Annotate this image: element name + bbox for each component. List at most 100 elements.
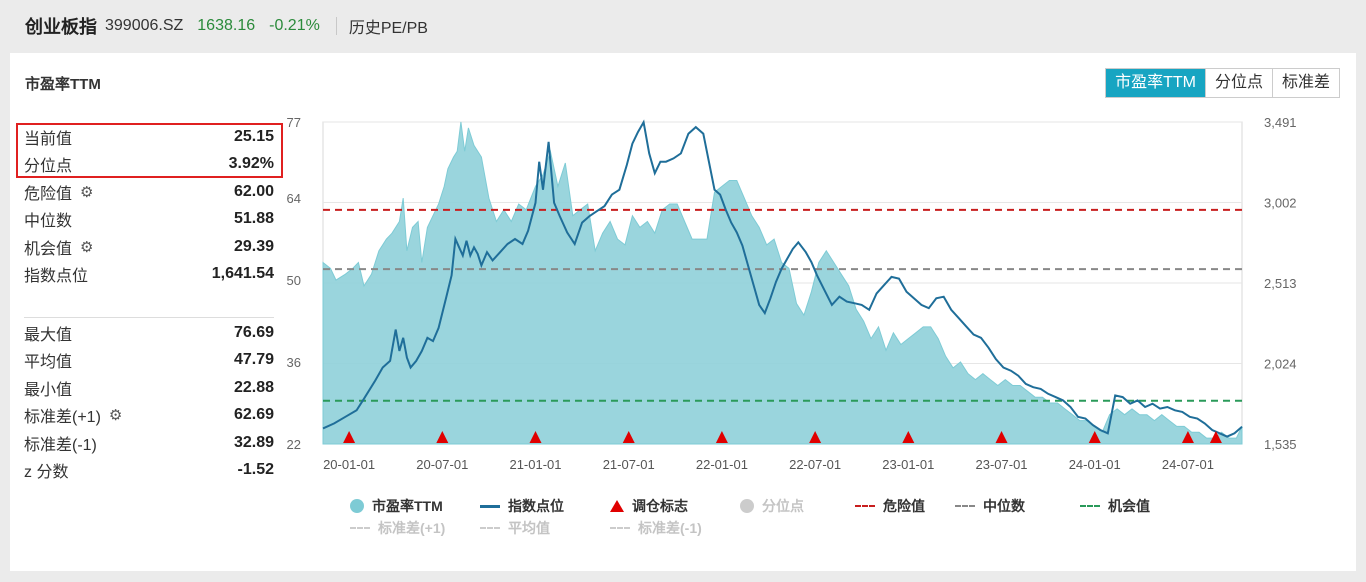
- stat-label: 分位点: [24, 158, 73, 176]
- stat-value: 32.89: [233, 433, 274, 451]
- stat-label: 中位数: [24, 213, 73, 231]
- chart-legend: 市盈率TTM 指数点位 调仓标志 分位点 危险值 中位数 机会值 标准差(+1) 平均值 标准差…: [350, 495, 1250, 539]
- stat-max: 最大值 76.69: [24, 319, 274, 347]
- stat-percentile: 分位点 3.92%: [24, 151, 274, 179]
- legend-swatch: [480, 527, 500, 529]
- gear-icon[interactable]: ⚙: [80, 238, 94, 256]
- stat-label: 标准差(+1): [24, 409, 101, 427]
- stat-current: 当前值 25.15: [24, 123, 274, 151]
- tab-std-dev[interactable]: 标准差: [1271, 69, 1339, 97]
- legend-label: 分位点: [762, 498, 804, 514]
- history-pe-pb-link[interactable]: 历史PE/PB: [348, 20, 428, 37]
- rebalance-marker: [622, 431, 635, 443]
- legend-item[interactable]: 平均值: [480, 518, 610, 538]
- index-code: 399006.SZ: [105, 17, 184, 34]
- stat-value: 29.39: [233, 237, 274, 255]
- x-tick-label: 23-01-01: [882, 457, 934, 472]
- x-tick-label: 21-01-01: [509, 457, 561, 472]
- stat-z-score: z 分数 -1.52: [24, 457, 274, 485]
- rebalance-marker: [436, 431, 449, 443]
- card-title: 市盈率TTM: [25, 76, 101, 93]
- legend-item[interactable]: 调仓标志: [610, 496, 740, 516]
- legend-label: 市盈率TTM: [372, 498, 443, 514]
- legend-label: 危险值: [883, 498, 925, 514]
- stat-value: -1.52: [237, 461, 274, 479]
- index-change: -0.21%: [269, 17, 320, 34]
- stat-value: 51.88: [233, 210, 274, 228]
- x-tick-label: 20-01-01: [323, 457, 375, 472]
- gear-icon[interactable]: ⚙: [108, 407, 123, 425]
- legend-swatch: [740, 499, 754, 513]
- stat-label: 最大值: [24, 326, 73, 344]
- header-divider: [335, 17, 337, 35]
- rebalance-marker: [1209, 431, 1222, 443]
- legend-item[interactable]: 机会值: [1080, 496, 1190, 516]
- x-tick-label: 22-01-01: [696, 457, 748, 472]
- stat-median: 中位数 51.88: [24, 206, 274, 234]
- tab-percentile[interactable]: 分位点: [1204, 69, 1272, 97]
- gear-icon[interactable]: ⚙: [80, 183, 94, 201]
- stat-std-minus: 标准差(-1) 32.89: [24, 429, 274, 457]
- y-left-tick-label: 64: [287, 191, 301, 206]
- stat-value: 3.92%: [228, 155, 274, 173]
- legend-item[interactable]: 市盈率TTM: [350, 496, 480, 516]
- stat-value: 1,641.54: [211, 265, 274, 283]
- stat-index-level: 指数点位 1,641.54: [24, 261, 274, 289]
- legend-item[interactable]: 指数点位: [480, 496, 610, 516]
- rebalance-marker: [809, 431, 822, 443]
- x-tick-label: 23-07-01: [976, 457, 1028, 472]
- stat-value: 76.69: [233, 323, 274, 341]
- legend-swatch: [610, 500, 624, 512]
- stat-value: 47.79: [233, 351, 274, 369]
- stat-label: 机会值: [24, 240, 73, 258]
- y-left-tick-label: 22: [287, 437, 301, 452]
- x-tick-label: 20-07-01: [416, 457, 468, 472]
- legend-item[interactable]: 危险值: [855, 496, 955, 516]
- x-tick-label: 24-07-01: [1162, 457, 1214, 472]
- rebalance-marker: [715, 431, 728, 443]
- stat-label: 危险值: [24, 185, 73, 203]
- rebalance-marker: [1088, 431, 1101, 443]
- rebalance-marker: [902, 431, 915, 443]
- y-right-tick-label: 2,513: [1264, 276, 1297, 291]
- stat-opportunity: 机会值 ⚙ 29.39: [24, 233, 274, 261]
- index-price: 1638.16: [197, 17, 256, 34]
- y-left-tick-label: 36: [287, 355, 301, 370]
- rebalance-marker: [1181, 431, 1194, 443]
- highlight-box: [16, 123, 283, 178]
- legend-label: 调仓标志: [632, 498, 688, 514]
- y-left-tick-label: 77: [287, 115, 301, 130]
- legend-swatch: [350, 499, 364, 513]
- legend-swatch: [855, 505, 875, 507]
- stats-divider: [24, 317, 274, 318]
- pe-chart[interactable]: 22 36 50 64 77 1,535 2,024 2,513 3,002 3,491 20-01…: [10, 53, 1356, 493]
- legend-item[interactable]: 标准差(-1): [610, 518, 740, 538]
- rebalance-marker: [995, 431, 1008, 443]
- y-right-tick-label: 2,024: [1264, 357, 1297, 372]
- legend-swatch: [955, 505, 975, 507]
- stat-label: 指数点位: [24, 268, 89, 286]
- tab-pe-ttm[interactable]: 市盈率TTM: [1106, 69, 1205, 97]
- stat-value: 62.69: [233, 406, 274, 424]
- rebalance-marker: [529, 431, 542, 443]
- legend-swatch: [610, 527, 630, 529]
- x-tick-label: 21-07-01: [603, 457, 655, 472]
- x-tick-label: 24-01-01: [1069, 457, 1121, 472]
- stat-mean: 平均值 47.79: [24, 347, 274, 375]
- y-right-tick-label: 1,535: [1264, 437, 1297, 452]
- y-right-tick-label: 3,002: [1264, 196, 1297, 211]
- stat-min: 最小值 22.88: [24, 374, 274, 402]
- legend-label: 标准差(+1): [378, 520, 446, 536]
- stat-label: 当前值: [24, 130, 73, 148]
- stat-danger: 危险值 ⚙ 62.00: [24, 178, 274, 206]
- stat-label: z 分数: [24, 464, 69, 482]
- legend-label: 平均值: [508, 520, 550, 536]
- legend-row: 市盈率TTM 指数点位 调仓标志 分位点 危险值 中位数 机会值: [350, 495, 1250, 517]
- y-right-tick-label: 3,491: [1264, 115, 1297, 130]
- index-name: 创业板指: [25, 17, 97, 37]
- legend-item[interactable]: 中位数: [955, 496, 1080, 516]
- legend-item[interactable]: 标准差(+1): [350, 518, 480, 538]
- stat-std-plus: 标准差(+1) ⚙ 62.69: [24, 402, 274, 430]
- legend-item[interactable]: 分位点: [740, 496, 855, 516]
- metric-tabs: 市盈率TTM 分位点 标准差: [1105, 68, 1340, 98]
